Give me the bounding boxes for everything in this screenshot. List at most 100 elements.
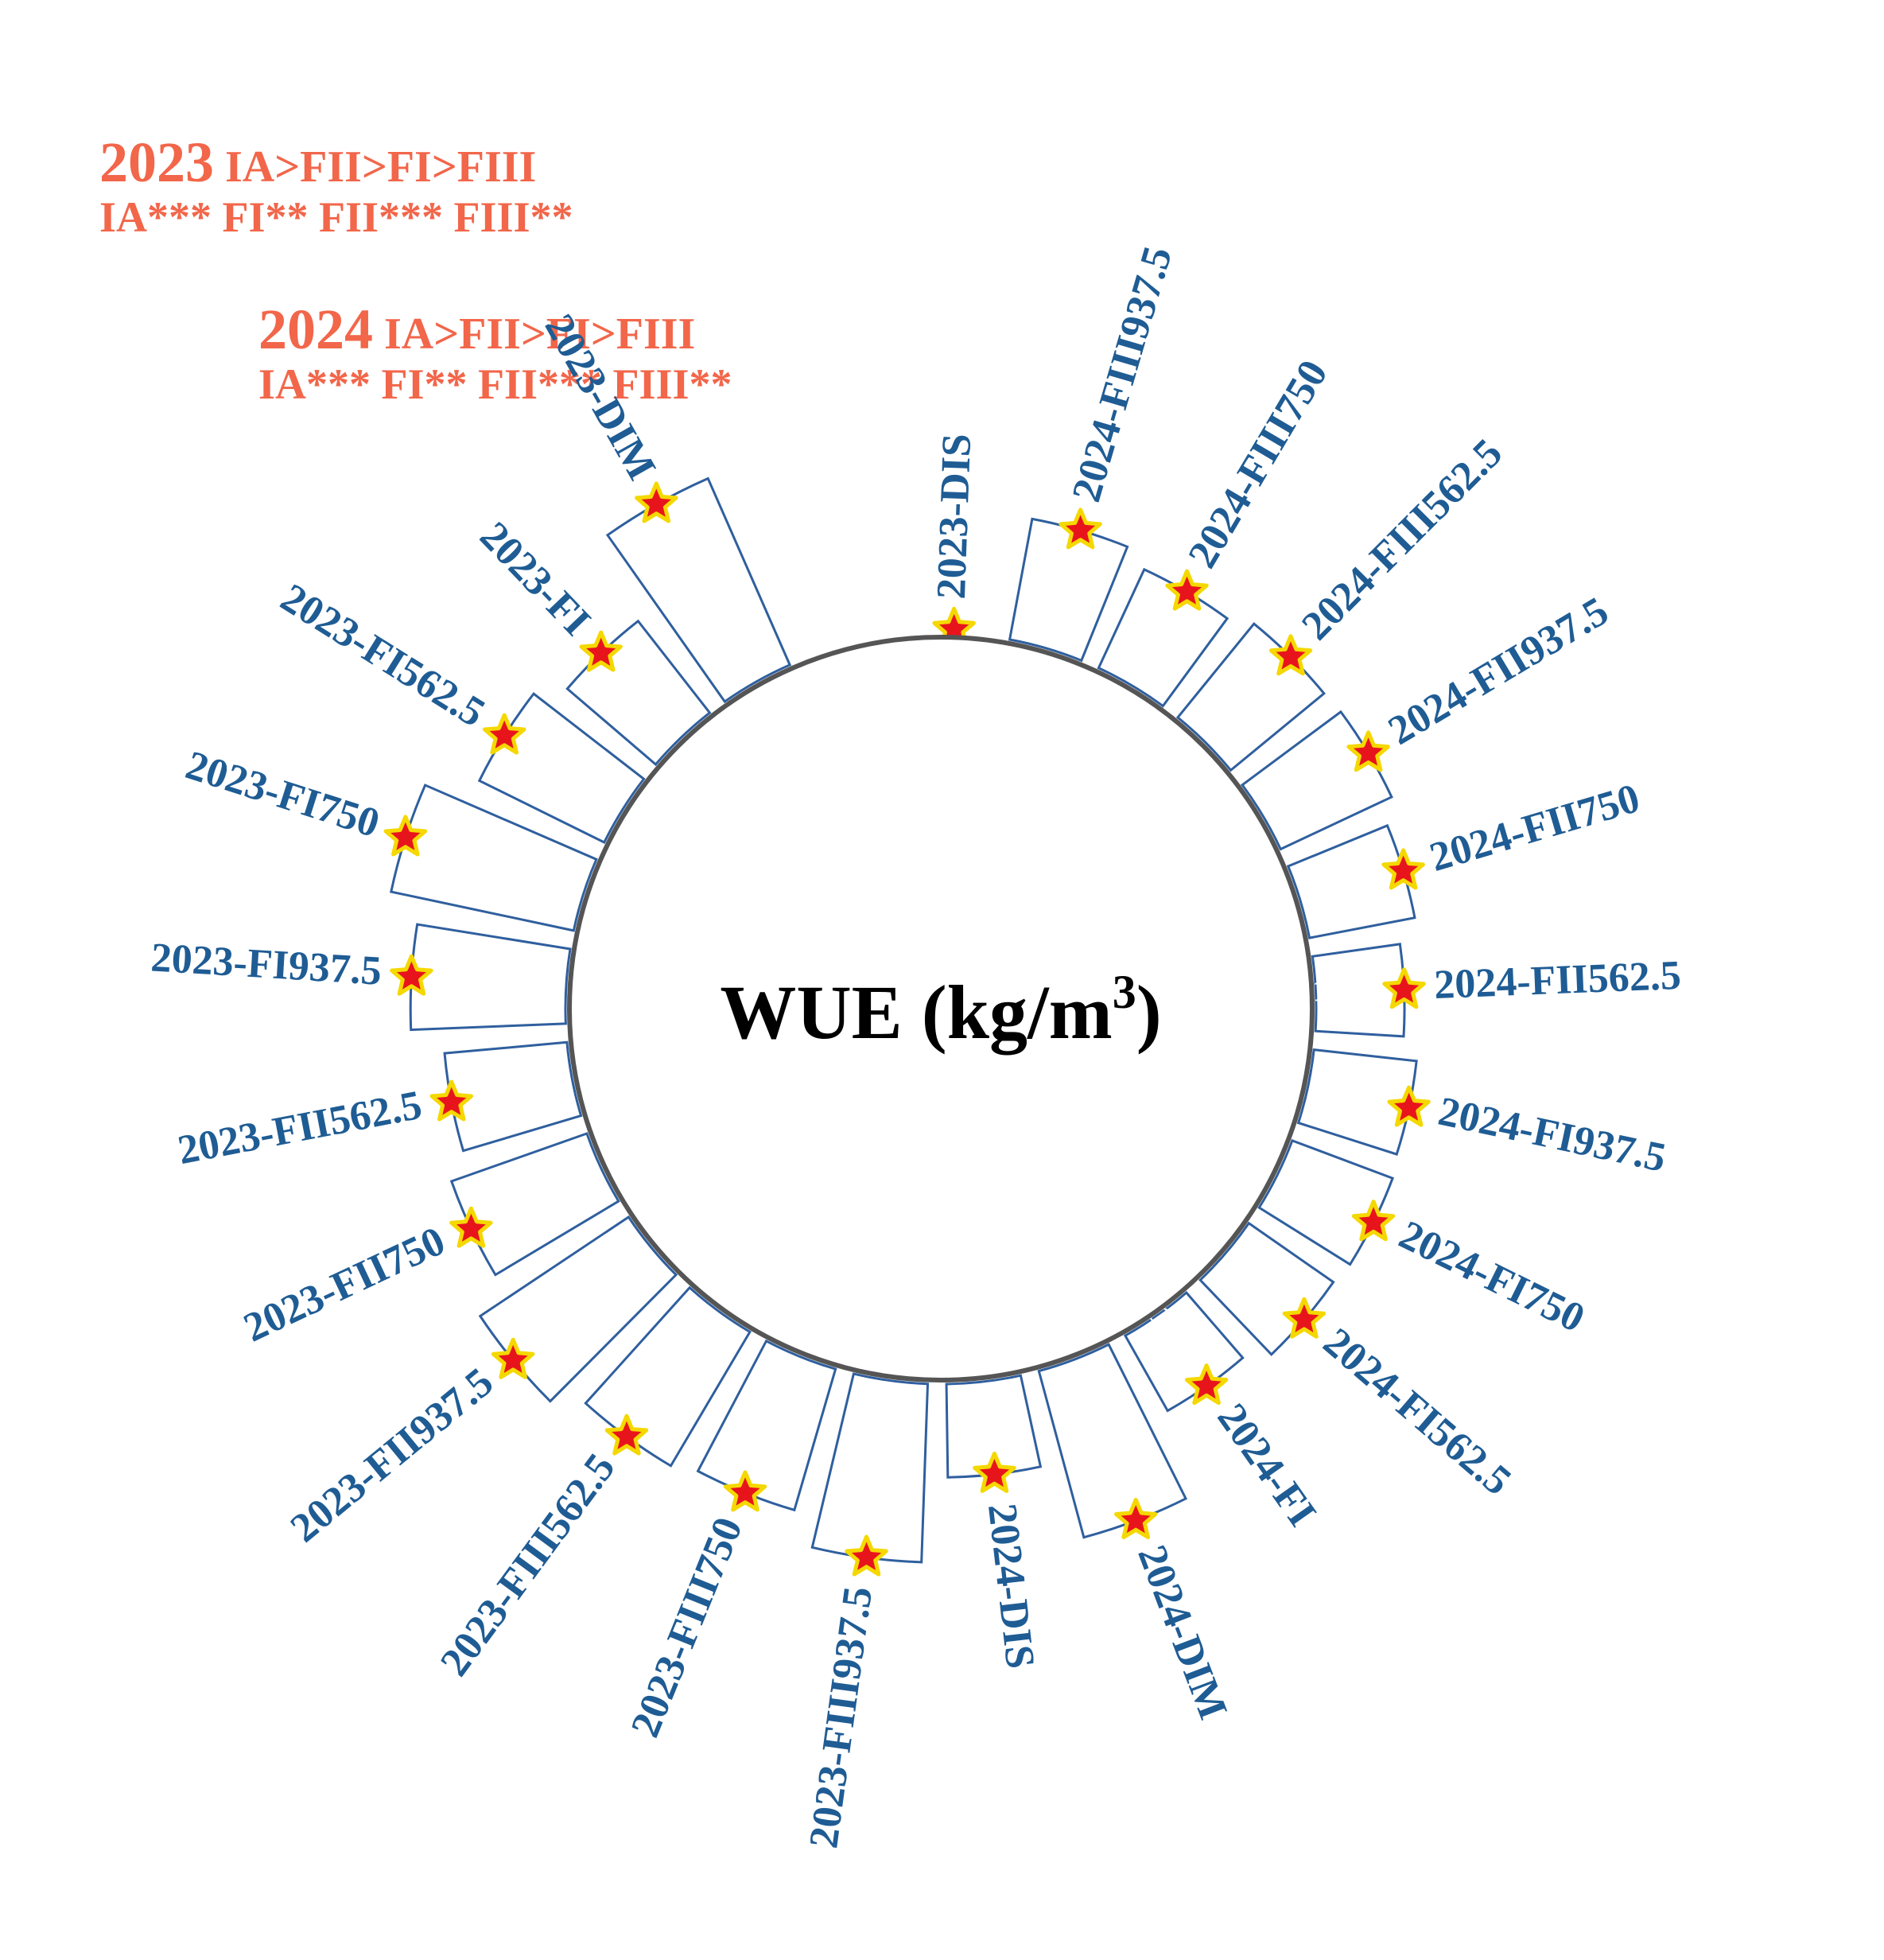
bar-2023-fi562-5 (477, 692, 646, 844)
category-label-2023-fii750: 2023-FII750 (237, 1218, 452, 1351)
star-marker-2024-fii750 (1381, 848, 1425, 890)
bar-2023-fii937-5 (478, 1215, 678, 1403)
value-label-2023-fii937-5: 15.68 (515, 1285, 592, 1359)
value-label-2024-dis: 11.22 (969, 1382, 1013, 1455)
star-marker-2023-fi937-5 (390, 954, 433, 996)
category-label-2024-dim: 2024-DIM (1128, 1539, 1236, 1725)
bar-2024-fiii562-5 (1175, 622, 1326, 772)
value-label-2024-fii562-5: 10.96 (1312, 970, 1385, 1009)
stats-2024: 2024 IA>FII>FI>FIII IA*** FI** FII*** FII… (258, 298, 732, 409)
category-label-2023-fi750: 2023-FI750 (181, 742, 385, 846)
value-label-2024-fiii937-5: 12.76 (1035, 543, 1089, 622)
bar-2024-fiii750 (1097, 567, 1234, 737)
stats-2024-year: 2024 (258, 298, 373, 361)
value-label-2024-fii750: 11.95 (1311, 857, 1388, 911)
value-label-2024-fiii750: 12.02 (1122, 598, 1190, 678)
category-label-2024-fiii750: 2024-FIII750 (1179, 352, 1336, 575)
bar-2024-fi562-5 (1198, 1221, 1335, 1356)
value-label-2023-fi937-5: 14.45 (430, 957, 504, 997)
center-label-end: ) (1136, 970, 1162, 1055)
value-label-2023-dim: 17. (662, 525, 713, 578)
star-marker-2023-dim (635, 481, 678, 523)
category-label-2024-fi750: 2024-FI750 (1393, 1212, 1592, 1341)
star-marker-2023-fii937-5 (491, 1337, 535, 1379)
center-label: WUE (kg/m3) (720, 966, 1161, 1055)
category-label-2023-dim: 2023-DIM (536, 307, 665, 488)
star-marker-2023-fii750 (449, 1206, 493, 1248)
center-ring (567, 635, 1315, 1382)
category-label-2024-dis: 2024-DIS (979, 1501, 1043, 1670)
value-label-2023-fii750: 13.85 (480, 1171, 561, 1234)
bar-2024-fi937-5 (1296, 1048, 1418, 1156)
bar-2024-fii750 (1286, 823, 1416, 939)
star-marker-2023-fiii937-5 (845, 1534, 888, 1577)
bar-2023-fi937-5 (409, 923, 572, 1032)
value-label-2023-fi562-5: 13.63 (514, 729, 593, 797)
bar-2023-fiii562-5 (584, 1285, 752, 1468)
bar-2023-fiii750 (696, 1339, 837, 1512)
bar-2024-dis (945, 1374, 1043, 1479)
value-label-2023-fi: 12.43 (604, 653, 680, 729)
value-label-2024-fii937-5: 12.76 (1279, 745, 1358, 813)
stats-2023-year: 2023 (99, 130, 214, 194)
value-label-2024-fiii562-5: 12.66 (1211, 656, 1287, 733)
category-label-2023-fiii750: 2023-FIII750 (623, 1511, 752, 1744)
value-label-2023-fiii562-5: 14.48 (621, 1350, 693, 1429)
category-label-2023-dis: 2023-DIS (929, 433, 980, 600)
stats-2024-significance: IA*** FI** FII*** FIII** (258, 360, 732, 409)
star-marker-2024-dis (973, 1451, 1016, 1493)
star-marker-2023-fi (579, 630, 623, 672)
category-label-2023-fi562-5: 2023-FI562.5 (273, 575, 492, 736)
bar-2024-fii937-5 (1240, 710, 1393, 851)
value-label-2024-fi937-5: 11.74 (1317, 1068, 1393, 1118)
bar-2024-fi750 (1257, 1138, 1395, 1266)
star-marker-2023-fii562-5 (429, 1079, 473, 1122)
stats-2023-significance: IA*** FI** FII*** FIII** (99, 193, 573, 242)
star-marker-2024-fii937-5 (1346, 730, 1390, 772)
category-label-2024-fii750: 2024-FII750 (1425, 776, 1645, 881)
bar-2023-fii562-5 (443, 1040, 583, 1153)
star-marker-2023-fiii562-5 (604, 1414, 649, 1456)
stats-2023: 2023 IA>FII>FI>FIII IA*** FI** FII*** FII… (99, 130, 573, 242)
star-marker-2024-fii562-5 (1382, 967, 1426, 1009)
star-marker-2024-fiii937-5 (1059, 508, 1102, 550)
star-marker-2024-fi (1184, 1363, 1229, 1406)
category-label-2023-fii937-5: 2023-FII937.5 (282, 1359, 502, 1551)
value-label-2023-fiii937-5: 15.68 (848, 1464, 893, 1539)
star-marker-2024-fi562-5 (1282, 1297, 1327, 1339)
star-marker-2023-fi562-5 (483, 713, 526, 755)
category-label-2024-fii937-5: 2024-FII937.5 (1381, 589, 1616, 754)
star-marker-2024-fiii562-5 (1268, 634, 1313, 676)
bar-2024-fiii937-5 (1008, 517, 1134, 691)
star-marker-2024-fi937-5 (1387, 1085, 1431, 1127)
bar-2024-dim (1037, 1343, 1188, 1539)
stats-2023-rank: IA>FII>FI>FIII (225, 142, 537, 192)
bar-2023-dim (600, 476, 792, 737)
category-label-2024-fii562-5: 2024-FII562.5 (1433, 953, 1682, 1008)
bar-2023-fi (565, 619, 712, 767)
category-label-2023-fiii562-5: 2023-FIII562.5 (432, 1445, 624, 1684)
value-label-2023-fiii750: 14.03 (732, 1400, 792, 1480)
bar-2024-fi (1123, 1290, 1245, 1413)
bar-2023-fiii937-5 (810, 1372, 930, 1564)
star-marker-2024-dim (1114, 1498, 1158, 1539)
star-marker-2024-fiii750 (1165, 569, 1209, 611)
value-label-2023-fi750: 16.11 (421, 823, 498, 879)
category-label-2023-fii562-5: 2023-FII562.5 (174, 1083, 425, 1173)
stats-2024-rank: IA>FII>FI>FIII (384, 309, 696, 359)
value-label-2023-fii562-5: 12.77 (467, 1064, 544, 1113)
star-marker-2023-fi750 (383, 815, 428, 857)
center-label-sup: 3 (1113, 966, 1136, 1018)
category-label-2024-fiii562-5: 2024-FIII562.5 (1293, 430, 1511, 649)
star-marker-2024-fi750 (1351, 1200, 1396, 1242)
category-label-2023-fi937-5: 2023-FI937.5 (150, 935, 383, 994)
bar-2023-fii750 (449, 1132, 620, 1277)
category-label-2023-fi: 2023-FI (471, 513, 599, 644)
category-label-2024-fi937-5: 2024-FI937.5 (1435, 1089, 1670, 1181)
value-label-2024-dim: 15.36 (1090, 1427, 1148, 1507)
category-label-2024-fiii937-5: 2024-FIII937.5 (1064, 242, 1181, 508)
bar-2024-fii562-5 (1311, 943, 1406, 1038)
bar-2023-fi750 (390, 784, 598, 932)
category-label-2023-fiii937-5: 2023-FIII937.5 (801, 1584, 881, 1850)
